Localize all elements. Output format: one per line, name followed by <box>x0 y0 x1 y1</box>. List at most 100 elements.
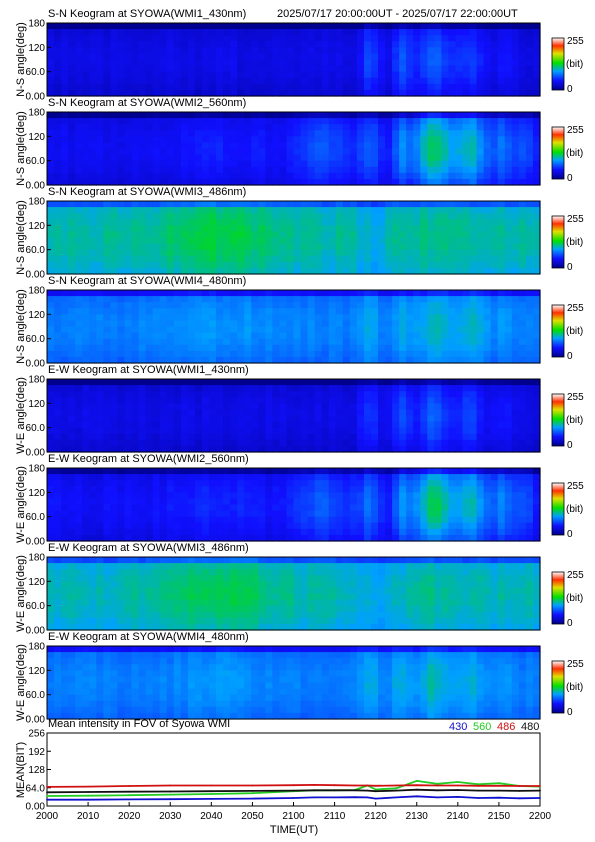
heat-cell <box>420 326 428 334</box>
heat-cell <box>223 528 231 536</box>
heat-cell <box>54 409 62 417</box>
heat-cell <box>194 290 203 297</box>
heat-cell <box>342 237 351 245</box>
heat-cell <box>378 468 386 475</box>
heat-cell <box>244 77 252 85</box>
heat-cell <box>145 504 154 512</box>
heat-cell <box>159 528 168 536</box>
heat-cell <box>406 338 414 346</box>
heat-cell <box>47 504 55 512</box>
heat-cell <box>525 397 534 404</box>
heat-cell <box>385 296 393 303</box>
heat-cell <box>145 415 154 423</box>
heat-cell <box>518 308 527 315</box>
heat-cell <box>455 332 464 340</box>
heat-cell <box>223 391 231 398</box>
heat-cell <box>420 296 428 303</box>
heat-cell <box>511 415 520 423</box>
heat-cell <box>159 480 168 487</box>
heat-cell <box>434 445 442 453</box>
colorbar <box>551 304 565 358</box>
heat-cell <box>110 23 119 30</box>
heat-cell <box>152 427 161 435</box>
heat-cell <box>237 71 245 79</box>
heat-cell <box>194 486 203 493</box>
heat-cell <box>75 160 83 168</box>
heat-cell <box>307 243 316 251</box>
heat-cell <box>61 338 69 346</box>
heat-cell <box>124 332 133 340</box>
heat-cell <box>265 118 273 125</box>
heat-cell <box>427 326 435 334</box>
heat-cell <box>251 41 259 48</box>
heat-cell <box>237 474 245 481</box>
heat-cell <box>152 136 161 144</box>
heat-cell <box>223 148 231 156</box>
heatmap-cells <box>47 290 541 364</box>
heat-cell <box>145 41 154 48</box>
heat-cell <box>117 427 126 435</box>
heat-cell <box>159 409 168 417</box>
heat-cell <box>349 421 358 429</box>
heat-cell <box>124 231 133 239</box>
heat-cell <box>237 296 245 303</box>
heat-cell <box>469 261 478 269</box>
heat-cell <box>251 468 259 475</box>
heat-cell <box>462 142 471 150</box>
heat-cell <box>455 314 464 322</box>
heat-cell <box>265 71 273 79</box>
heat-cell <box>293 237 302 245</box>
heat-cell <box>251 326 259 334</box>
heat-cell <box>110 468 119 475</box>
heat-cell <box>237 320 245 328</box>
heat-cell <box>328 356 337 364</box>
heat-cell <box>47 445 55 453</box>
heat-cell <box>110 178 119 186</box>
heat-cell <box>216 379 224 386</box>
heat-cell <box>300 528 309 536</box>
heat-cell <box>518 356 527 364</box>
heat-cell <box>265 290 273 297</box>
heat-cell <box>47 47 55 55</box>
heat-cell <box>166 77 175 85</box>
heat-cell <box>251 65 259 73</box>
heat-cell <box>131 397 140 404</box>
heat-cell <box>363 178 372 186</box>
heat-cell <box>138 415 147 423</box>
heat-cell <box>124 510 133 518</box>
heat-cell <box>370 480 379 487</box>
heat-cell <box>483 326 492 334</box>
heat-cell <box>89 403 97 411</box>
heat-cell <box>279 409 288 417</box>
heat-cell <box>356 326 365 334</box>
heat-cell <box>469 112 478 119</box>
heat-cell <box>455 510 464 518</box>
heat-cell <box>61 130 69 137</box>
heat-cell <box>187 29 196 36</box>
heat-cell <box>110 439 119 447</box>
heat-cell <box>469 267 478 275</box>
heat-cell <box>187 480 196 487</box>
heat-cell <box>131 136 140 144</box>
heat-cell <box>293 23 302 30</box>
heat-cell <box>469 415 478 423</box>
heat-cell <box>490 243 499 251</box>
heat-cell <box>518 178 527 186</box>
heat-cell <box>279 302 288 309</box>
heat-cell <box>244 534 252 542</box>
heat-cell <box>532 112 541 119</box>
heat-cell <box>321 474 330 481</box>
heat-cell <box>406 308 414 315</box>
heat-cell <box>96 35 104 42</box>
heat-cell <box>82 71 90 79</box>
heat-cell <box>455 290 464 297</box>
heat-cell <box>293 112 302 119</box>
heat-cell <box>469 421 478 429</box>
heat-cell <box>145 219 154 226</box>
heat-cell <box>82 320 90 328</box>
heat-cell <box>194 480 203 487</box>
heat-cell <box>96 166 104 174</box>
heat-cell <box>532 427 541 435</box>
heat-cell <box>152 379 161 386</box>
heat-cell <box>356 314 365 322</box>
